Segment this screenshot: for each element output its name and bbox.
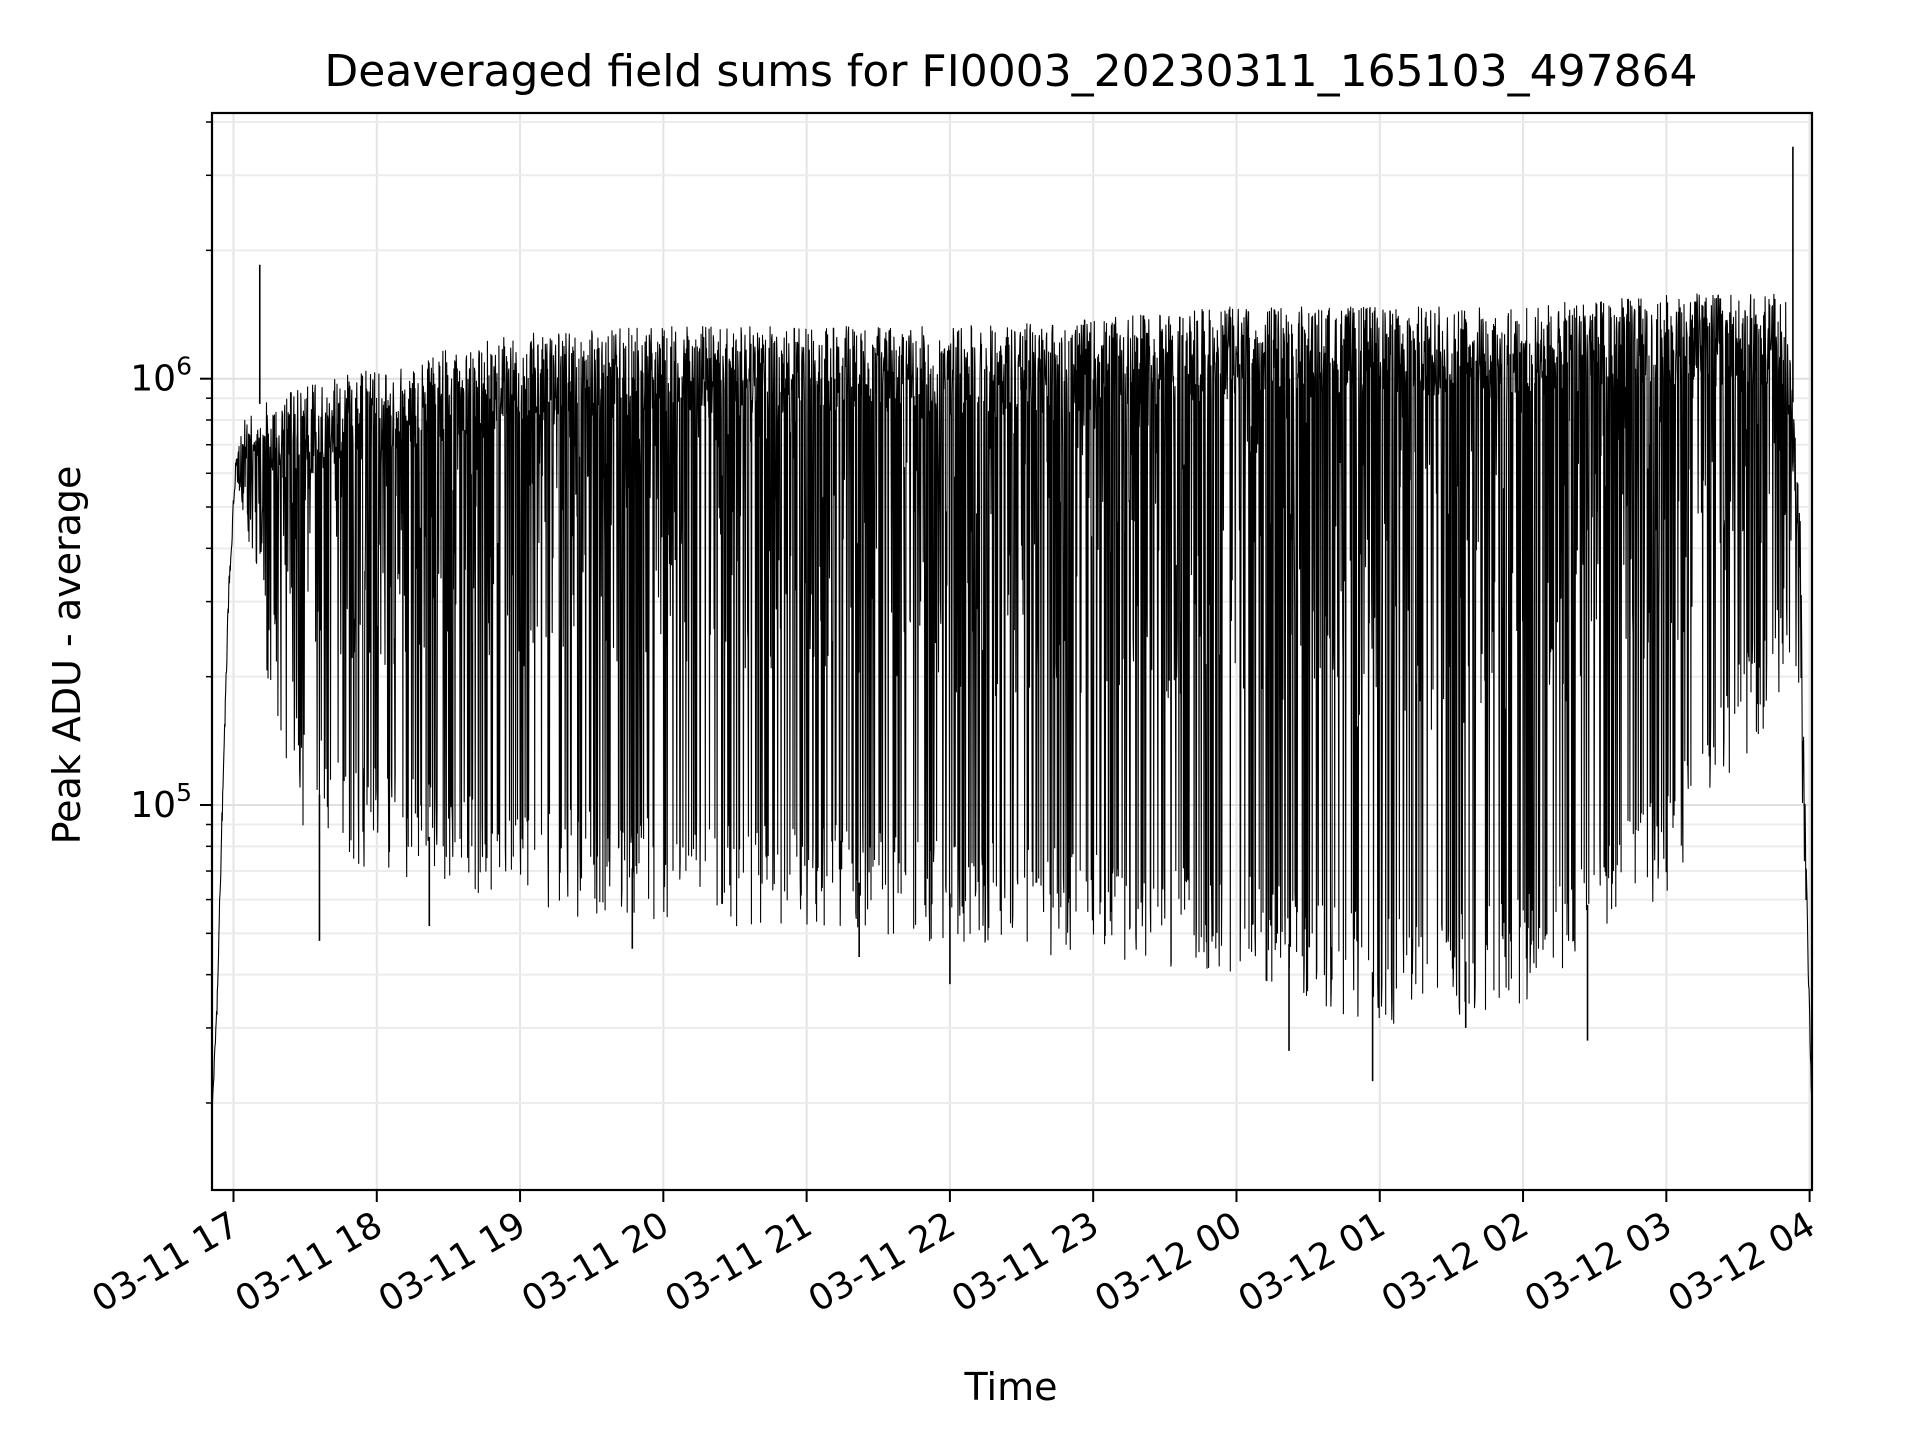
y-tick-base: 10 xyxy=(130,359,176,400)
y-tick-exponent: 6 xyxy=(176,352,192,381)
data-series xyxy=(211,146,1813,1113)
y-tick-base: 10 xyxy=(130,785,176,826)
y-tick-label: 106 xyxy=(130,352,192,400)
y-tick-exponent: 5 xyxy=(176,778,192,807)
y-axis-label: Peak ADU - average xyxy=(45,466,89,845)
plot-frame xyxy=(210,111,1814,1192)
series-line xyxy=(211,293,1813,1113)
chart-title: Deaveraged field sums for FI0003_2023031… xyxy=(324,46,1697,97)
y-tick-label: 105 xyxy=(130,778,192,826)
x-axis-label: Time xyxy=(964,1365,1058,1409)
